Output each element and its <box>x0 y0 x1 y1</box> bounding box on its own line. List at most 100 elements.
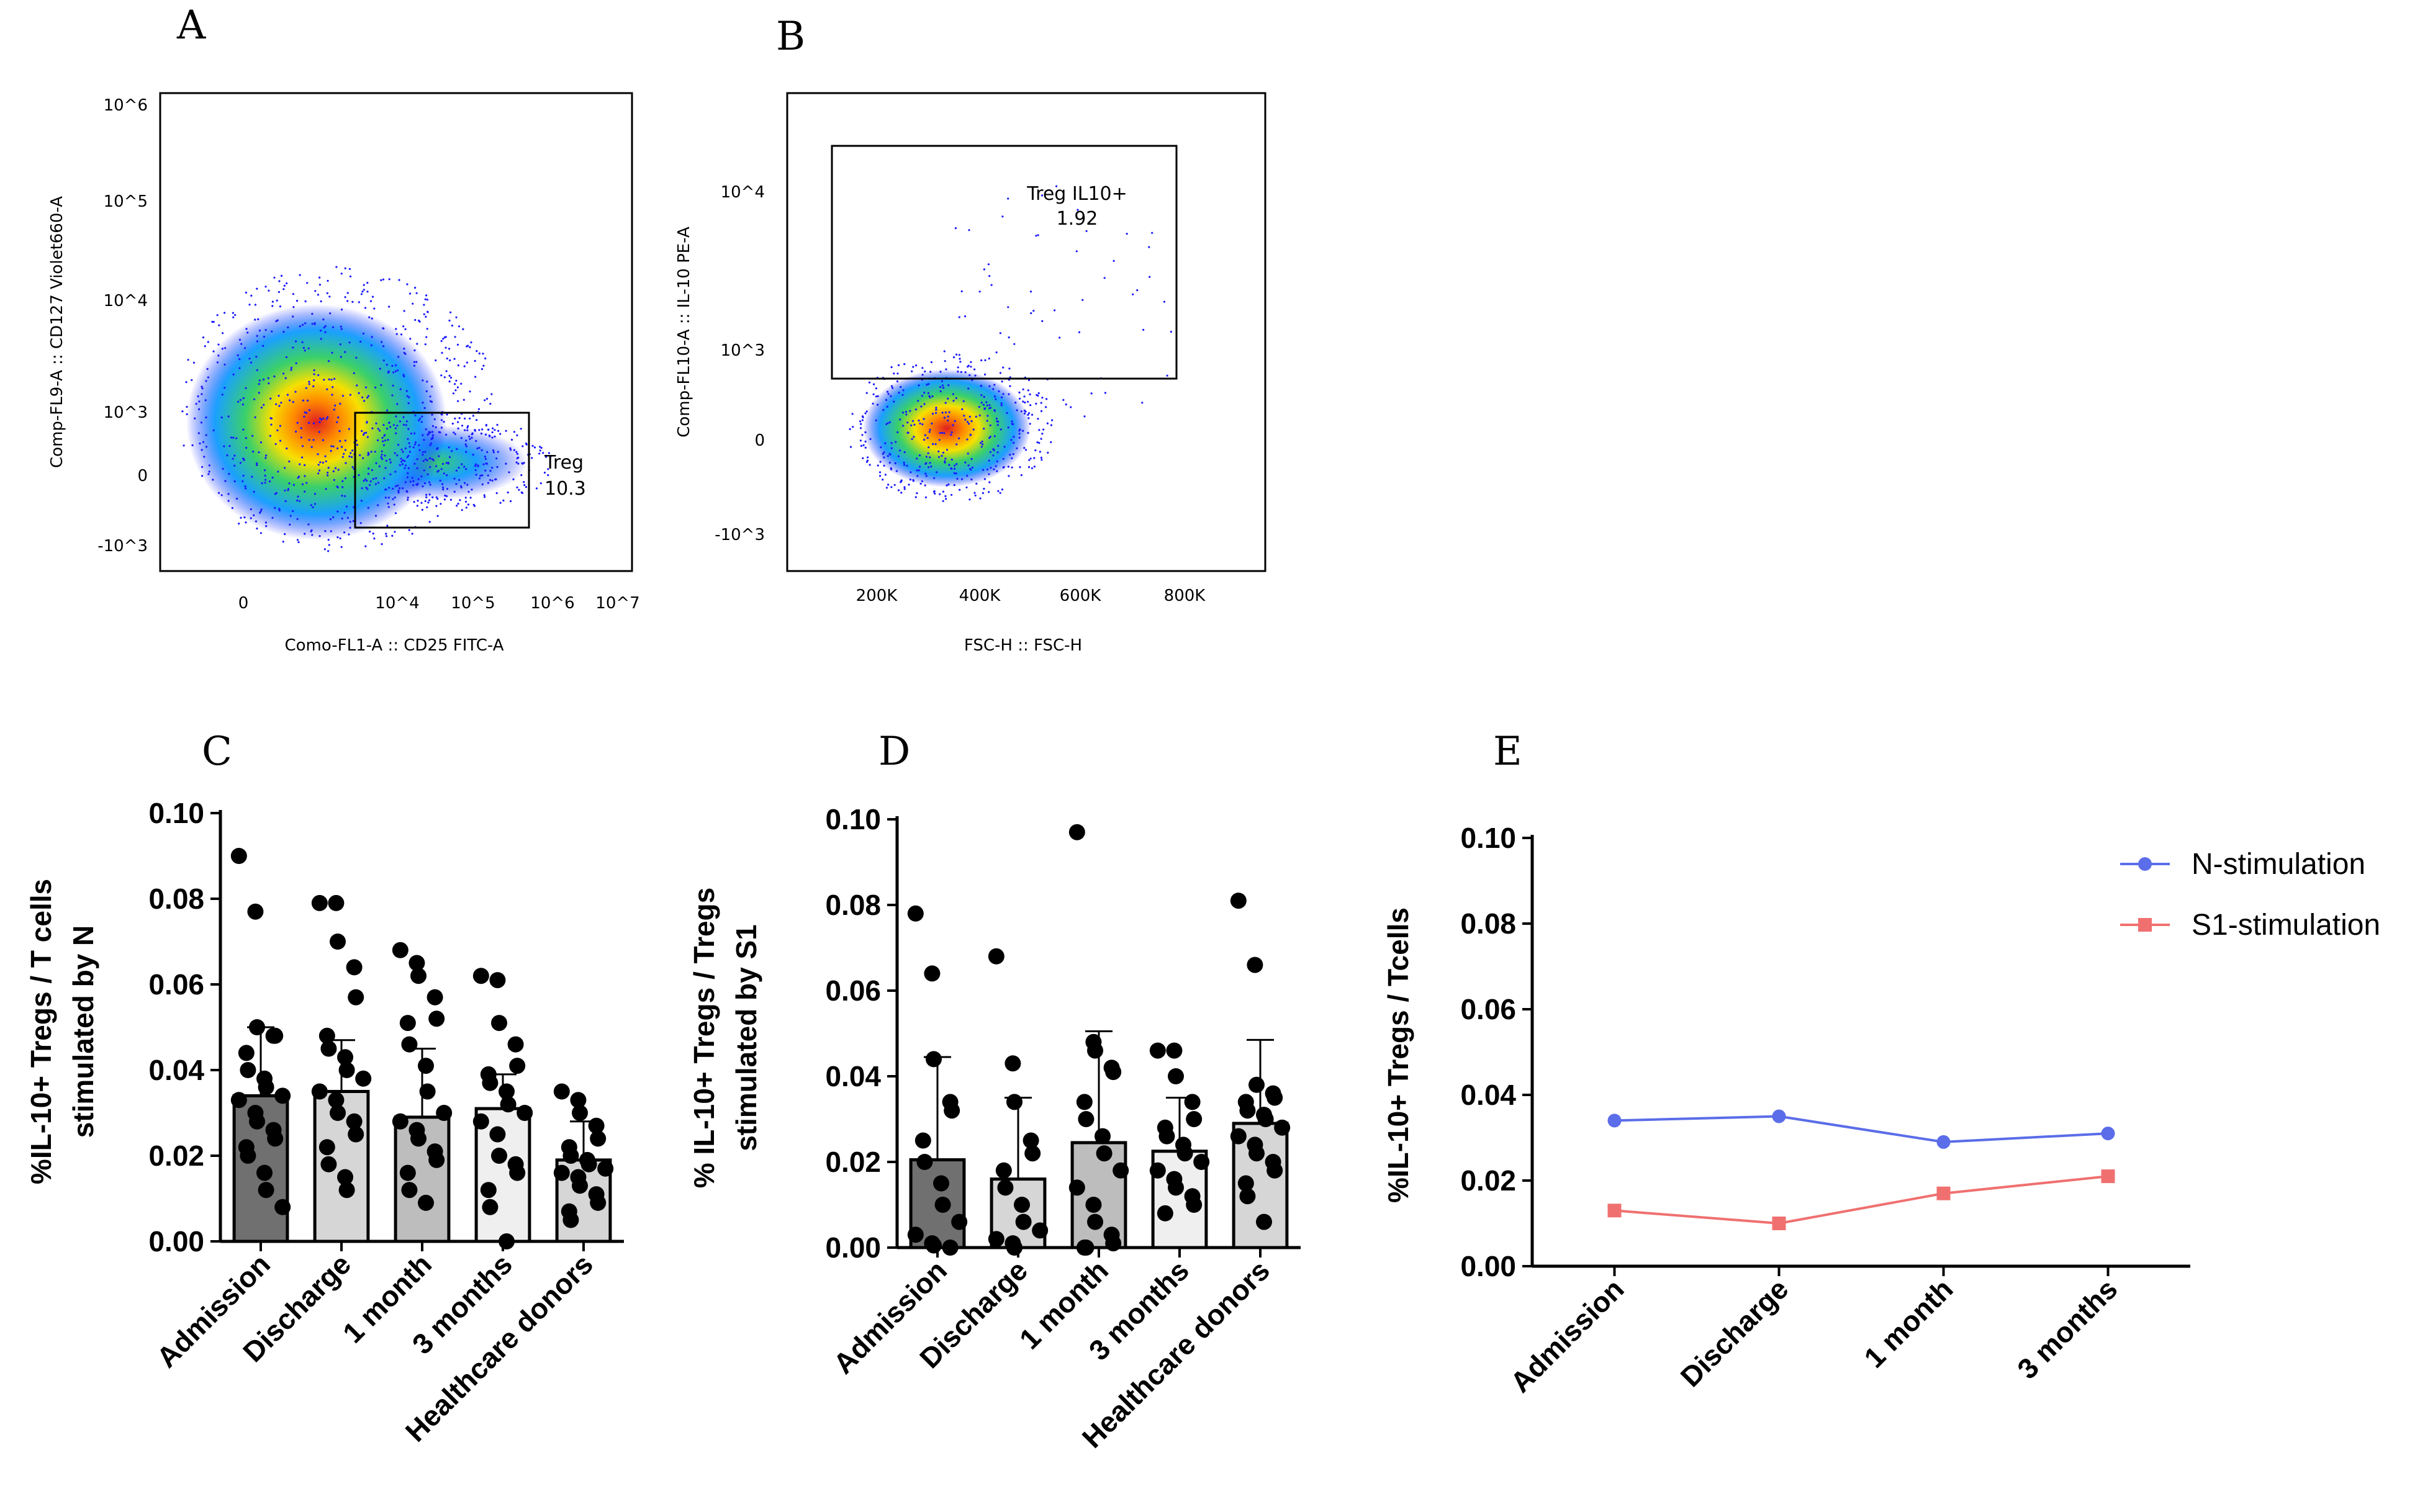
flow-event-dot <box>245 446 248 449</box>
flow-event-dot <box>258 379 261 382</box>
flow-event-dot <box>339 537 341 540</box>
flow-event-dot <box>1029 290 1032 293</box>
flow-event-dot <box>327 467 330 469</box>
flow-event-dot <box>947 397 949 400</box>
flow-event-dot <box>408 529 410 531</box>
flow-event-dot <box>900 481 902 484</box>
flow-event-dot <box>261 482 263 485</box>
flow-event-dot <box>444 494 446 497</box>
flow-event-dot <box>322 318 325 321</box>
flow-event-dot <box>905 413 908 416</box>
flow-event-dot <box>1014 402 1017 404</box>
flow-event-dot <box>1062 398 1065 402</box>
data-point <box>318 1139 335 1156</box>
chart-d-ylabel-line1: % IL-10+ Tregs / Tregs <box>688 888 720 1188</box>
flow-event-dot <box>436 498 439 500</box>
flow-event-dot <box>484 357 487 360</box>
flow-event-dot <box>374 386 377 389</box>
flow-event-dot <box>1029 457 1032 460</box>
flow-event-dot <box>516 434 518 437</box>
flow-event-dot <box>245 291 247 294</box>
flow-b-gate-name: Treg IL10+ <box>1026 183 1127 205</box>
flow-event-dot <box>1007 197 1009 200</box>
flow-event-dot <box>304 300 307 303</box>
flow-event-dot <box>232 436 235 439</box>
flow-event-dot <box>217 343 220 346</box>
flow-event-dot <box>395 333 398 335</box>
flow-event-dot <box>406 456 409 459</box>
flow-event-dot <box>539 446 541 448</box>
flow-event-dot <box>346 516 350 520</box>
flow-event-dot <box>388 305 391 308</box>
flow-event-dot <box>442 338 445 340</box>
flow-event-dot <box>286 447 288 450</box>
flow-event-dot <box>256 462 258 465</box>
flow-event-dot <box>477 465 479 467</box>
flow-event-dot <box>533 446 536 449</box>
flow-event-dot <box>494 429 496 431</box>
flow-event-dot <box>877 464 879 467</box>
flow-event-dot <box>1002 466 1005 469</box>
flow-event-dot <box>902 389 905 392</box>
flow-event-dot <box>198 400 201 403</box>
flow-event-dot <box>939 431 941 434</box>
data-point <box>256 1164 273 1181</box>
flow-event-dot <box>407 497 409 499</box>
flow-event-dot <box>407 472 409 475</box>
flow-event-dot <box>1050 441 1052 444</box>
flow-event-dot <box>427 502 430 504</box>
flow-event-dot <box>372 533 374 535</box>
flow-event-dot <box>1029 393 1031 396</box>
data-point <box>1239 1102 1256 1119</box>
data-point <box>330 934 346 950</box>
flow-event-dot <box>895 441 897 443</box>
flow-event-dot <box>245 387 247 389</box>
flow-event-dot <box>310 446 313 448</box>
flow-event-dot <box>877 403 879 406</box>
y-tick-label: 0.02 <box>148 1140 204 1172</box>
flow-event-dot <box>278 509 281 512</box>
flow-event-dot <box>1037 418 1039 420</box>
series-marker <box>1936 1186 1951 1200</box>
flow-event-dot <box>888 461 891 464</box>
flow-event-dot <box>233 480 236 483</box>
flow-event-dot <box>374 515 377 517</box>
flow-event-dot <box>1170 330 1172 333</box>
flow-event-dot <box>363 284 365 286</box>
flow-event-dot <box>404 481 407 484</box>
flow-event-dot <box>418 419 420 421</box>
flow-event-dot <box>278 290 280 294</box>
flow-event-dot <box>278 405 281 407</box>
flow-event-dot <box>464 482 466 484</box>
data-point <box>258 1182 274 1199</box>
data-point <box>1247 956 1263 973</box>
flow-event-dot <box>903 464 906 466</box>
flow-event-dot <box>921 423 924 426</box>
flow-event-dot <box>496 423 499 426</box>
data-point <box>1149 1042 1166 1059</box>
flow-event-dot <box>201 449 203 451</box>
flow-event-dot <box>264 329 267 331</box>
flow-event-dot <box>1008 336 1010 339</box>
flow-event-dot <box>451 422 454 425</box>
flow-event-dot <box>378 465 381 467</box>
flow-event-dot <box>485 462 487 465</box>
flow-event-dot <box>944 461 946 464</box>
flow-event-dot <box>431 385 433 388</box>
flow-event-dot <box>344 296 346 299</box>
flow-event-dot <box>201 475 204 477</box>
flow-event-dot <box>311 313 314 315</box>
flow-event-dot <box>1033 466 1036 468</box>
flow-event-dot <box>512 478 515 480</box>
flow-event-dot <box>924 496 927 499</box>
flow-event-dot <box>1008 475 1010 477</box>
data-point <box>1248 1076 1265 1093</box>
flow-event-dot <box>461 509 463 511</box>
flow-event-dot <box>861 434 864 436</box>
data-point <box>427 989 443 1006</box>
flow-event-dot <box>1038 442 1041 444</box>
flow-event-dot <box>987 263 990 266</box>
flow-event-dot <box>366 421 368 424</box>
flow-event-dot <box>1013 436 1015 438</box>
flow-event-dot <box>859 427 862 430</box>
